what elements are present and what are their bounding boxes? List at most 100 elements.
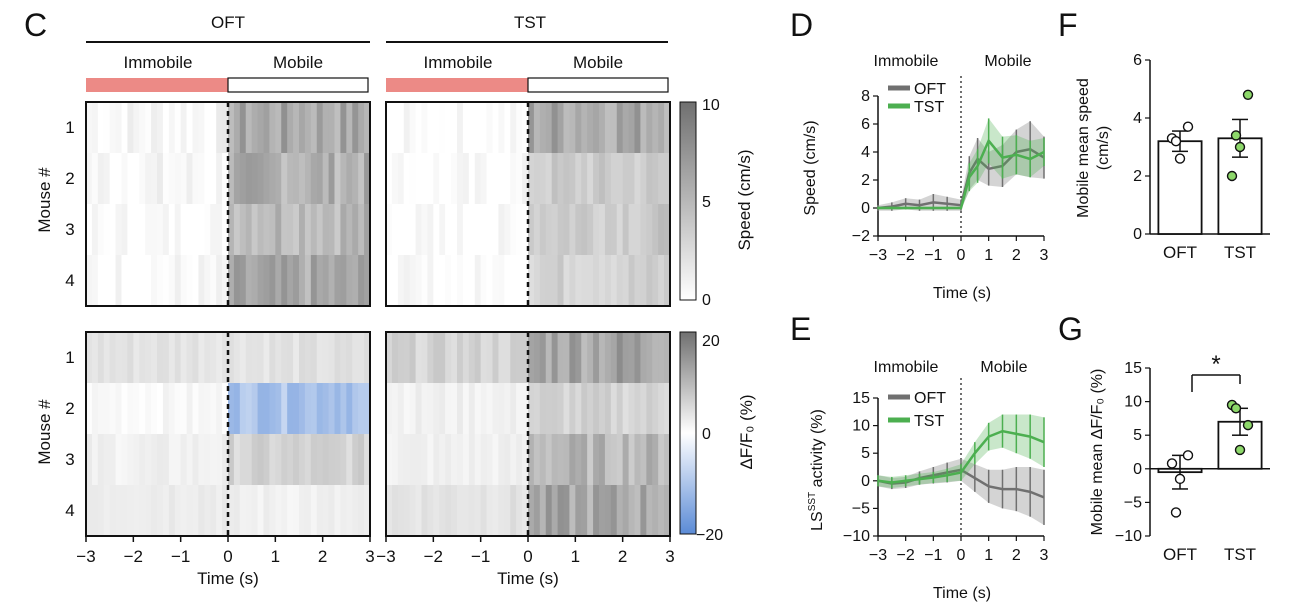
- tst-dff-cell: [616, 332, 624, 384]
- tst-dff-cell: [504, 383, 511, 435]
- oft-speed-cell: [228, 153, 235, 205]
- f-ytick-label: 6: [1133, 52, 1142, 69]
- oft-speed-cell: [186, 153, 194, 205]
- tst-dff-cell: [533, 383, 541, 435]
- oft-speed-cell: [186, 204, 194, 256]
- tst-speed-cell: [504, 255, 511, 307]
- tst-speed-cell: [386, 204, 393, 256]
- oft-dff-cell: [86, 434, 93, 486]
- oft-speed-cell: [269, 102, 276, 154]
- oft-speed-cell: [275, 102, 282, 154]
- speed-colorbar: [679, 101, 697, 301]
- tst-speed-cell: [563, 204, 571, 256]
- oft-dff-cell: [293, 485, 300, 537]
- oft-dff-cell: [139, 485, 146, 537]
- oft-dff-cell: [210, 383, 217, 435]
- tst-dff-cell: [522, 434, 529, 486]
- tst-speed-cell: [533, 102, 541, 154]
- oft-speed-cell: [139, 102, 146, 154]
- tst-speed-cell: [528, 153, 535, 205]
- e-ylabel-rest: activity (%): [809, 409, 826, 492]
- tst-dff-cell: [468, 485, 476, 537]
- tst-dff-cell: [581, 434, 588, 486]
- oft-dff-cell: [340, 332, 347, 384]
- oft-dff-cell: [186, 383, 194, 435]
- tst-dff-cell: [610, 383, 618, 435]
- tst-speed-cell: [610, 204, 618, 256]
- oft-dff-cell: [192, 383, 200, 435]
- f-point-oft: [1174, 153, 1186, 164]
- oft-speed-cell: [364, 204, 371, 256]
- tst-speed-cell: [652, 204, 659, 256]
- panel-f-bar: 0 2 4 6 OFT TST: [1133, 52, 1270, 262]
- tst-dff-cell: [569, 485, 576, 537]
- tst-speed-cell: [569, 204, 576, 256]
- tst-dff-cell: [445, 383, 452, 435]
- oft-dff-cell: [364, 485, 371, 537]
- oft-speed-cell: [139, 204, 146, 256]
- oft-speed-cell: [281, 255, 288, 307]
- tst-dff-cell: [386, 485, 393, 537]
- tst-speed-cell: [480, 153, 488, 205]
- tst-dff-cell: [557, 485, 565, 537]
- tst-dff-cell: [593, 434, 600, 486]
- tst-dff-cell: [516, 383, 523, 435]
- g-xtick-label-oft: OFT: [1163, 545, 1197, 564]
- oft-speed-cell: [91, 153, 99, 205]
- oft-immobile-label: Immobile: [124, 53, 193, 72]
- oft-speed-cell: [109, 255, 117, 307]
- e-ylabel-main: LS: [809, 511, 826, 531]
- tst-speed-cell: [599, 153, 606, 205]
- tst-dff-cell: [462, 485, 470, 537]
- oft-dff-cell: [210, 332, 217, 384]
- oft-speed-cell: [133, 153, 140, 205]
- oft-speed-cell: [334, 153, 342, 205]
- tst-dff-cell: [539, 485, 547, 537]
- tst-speed-cell: [539, 153, 547, 205]
- d-ytick-label: −2: [852, 228, 870, 245]
- oft-dff-cell: [127, 332, 134, 384]
- oft-dff-cell: [293, 332, 300, 384]
- oft-dff-cell: [328, 332, 336, 384]
- tst-speed-cell: [427, 255, 434, 307]
- f-point-tst: [1234, 141, 1246, 153]
- tst-speed-cell: [516, 255, 523, 307]
- tst-dff-cell: [557, 383, 565, 435]
- tst-dff-cell: [451, 383, 458, 435]
- oft-dff-cell: [162, 485, 170, 537]
- tst-dff-cell: [486, 383, 494, 435]
- tst-dff-cell: [474, 383, 482, 435]
- oft-dff-cell: [115, 383, 123, 435]
- tst-dff-cell: [439, 332, 446, 384]
- d-legend-oft: OFT: [914, 81, 946, 98]
- d-xtick-label: 1: [984, 247, 993, 264]
- oft-speed-cell: [334, 102, 342, 154]
- oft-dff-cell: [352, 383, 359, 435]
- tst-dff-cell: [492, 434, 500, 486]
- oft-speed-cell: [91, 255, 99, 307]
- tst-dff-cell: [640, 332, 647, 384]
- oft-speed-cell: [133, 204, 140, 256]
- tst-speed-cell: [664, 102, 671, 154]
- tst-dff-cell: [403, 332, 411, 384]
- tst-dff-cell: [646, 332, 653, 384]
- tst-dff-cell: [468, 332, 476, 384]
- tst-dff-cell: [510, 485, 517, 537]
- oft-speed-cell: [263, 204, 271, 256]
- oft-dff-cell: [257, 332, 265, 384]
- tst-dff-cell: [604, 332, 612, 384]
- oft-speed-cell: [293, 153, 300, 205]
- tst-speed-cell: [504, 153, 511, 205]
- tst-dff-cell: [492, 332, 500, 384]
- tst-dff-cell: [415, 383, 423, 435]
- oft-speed-cell: [139, 255, 146, 307]
- tst-speed-cell: [439, 102, 446, 154]
- oft-dff-cell: [304, 383, 312, 435]
- oft-dff-cell: [192, 485, 200, 537]
- tst-speed-cell: [539, 204, 547, 256]
- oft-dff-cell: [328, 485, 336, 537]
- tst-dff-cell: [640, 485, 647, 537]
- oft-speed-cell: [316, 153, 324, 205]
- oft-dff-cell: [192, 332, 200, 384]
- hm-xtick-label: −1: [171, 547, 190, 566]
